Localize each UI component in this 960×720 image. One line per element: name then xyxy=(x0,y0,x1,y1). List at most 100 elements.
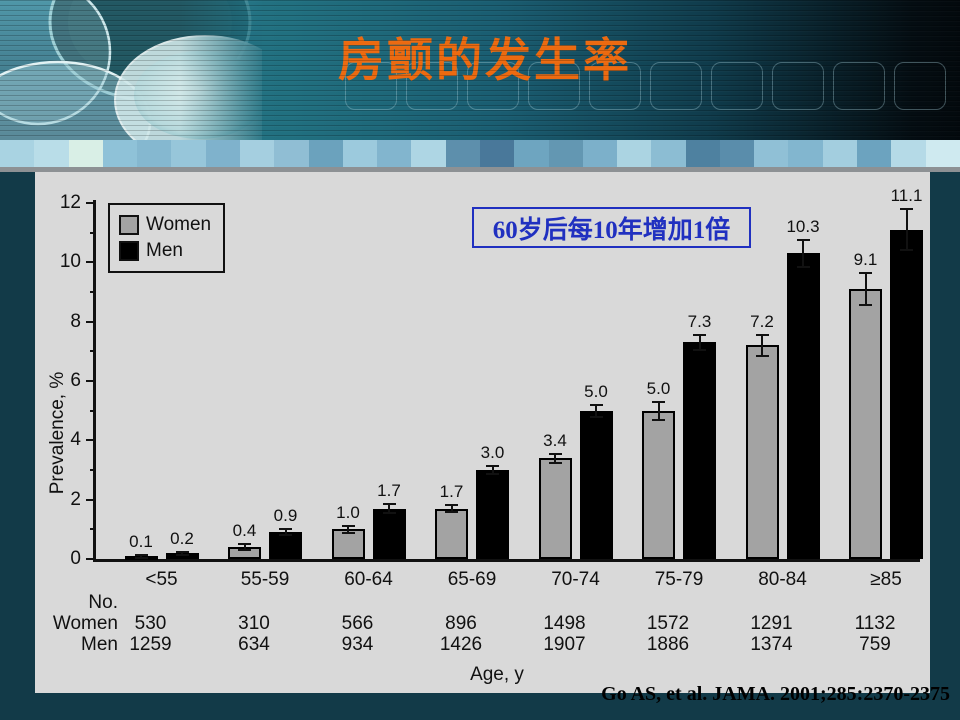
bar-men xyxy=(476,469,509,559)
decorative-square xyxy=(589,62,641,110)
y-tick-label: 8 xyxy=(70,310,81,332)
counts-row-label: Men xyxy=(81,634,118,655)
error-bar-cap xyxy=(548,461,562,464)
y-major-tick xyxy=(86,261,96,264)
error-bar-line xyxy=(905,208,908,251)
mosaic-cell xyxy=(308,140,343,167)
bar-women xyxy=(435,508,468,559)
mosaic-cell xyxy=(479,140,515,167)
y-major-tick xyxy=(86,379,96,382)
legend-entry-women: Women xyxy=(119,212,211,238)
decorative-squares xyxy=(345,62,955,110)
error-bar-cap xyxy=(238,549,251,552)
count-cell: 1374 xyxy=(750,634,793,655)
bar-women xyxy=(849,289,882,559)
y-major-tick xyxy=(86,320,96,323)
bar-men xyxy=(786,253,820,559)
decorative-square xyxy=(528,62,580,110)
count-cell: 634 xyxy=(238,634,270,655)
value-label: 3.0 xyxy=(480,442,505,462)
mosaic-cell xyxy=(274,140,309,167)
value-label: 0.1 xyxy=(129,531,153,551)
mosaic-cell xyxy=(445,140,480,167)
y-tick-label: 10 xyxy=(59,251,81,273)
mosaic-cell xyxy=(205,140,240,167)
y-minor-tick xyxy=(90,350,96,353)
value-label: 1.0 xyxy=(336,502,360,522)
error-bar-line xyxy=(657,401,660,420)
mosaic-cell xyxy=(342,140,378,167)
mosaic-cell xyxy=(651,140,686,167)
decorative-square xyxy=(650,62,702,110)
count-cell: 530 xyxy=(134,613,167,634)
y-tick-label: 2 xyxy=(70,488,81,510)
mosaic-cell xyxy=(891,140,926,167)
counts-row-label: Women xyxy=(52,613,118,634)
error-bar-cap xyxy=(486,464,499,467)
error-bar-line xyxy=(388,504,390,513)
mosaic-cell xyxy=(102,140,138,167)
y-minor-tick xyxy=(90,468,96,471)
count-cell: 1291 xyxy=(750,613,793,634)
error-bar-line xyxy=(761,334,763,356)
error-bar-line xyxy=(554,453,556,463)
bar-women xyxy=(642,410,675,559)
y-minor-tick xyxy=(90,528,96,531)
x-axis-line xyxy=(96,559,920,562)
value-label: 5.0 xyxy=(646,378,671,398)
chart-legend: Women Men xyxy=(108,203,226,273)
mosaic-cell xyxy=(171,140,206,167)
error-bar-cap xyxy=(175,550,189,553)
error-bar-cap xyxy=(341,524,355,527)
count-cell: 1132 xyxy=(854,613,896,634)
error-bar-cap xyxy=(652,400,665,403)
y-tick-label: 6 xyxy=(70,369,81,391)
error-bar-cap xyxy=(238,543,251,546)
annotation-box: 60岁后每10年增加1倍 xyxy=(472,207,751,248)
citation: Go AS, et al. JAMA. 2001;285:2370-2375 xyxy=(601,683,950,705)
y-major-tick xyxy=(86,498,96,501)
y-major-tick xyxy=(86,201,96,204)
error-bar-cap xyxy=(382,512,396,514)
error-bar-cap xyxy=(341,531,355,534)
error-bar-cap xyxy=(134,556,148,559)
error-bar-cap xyxy=(279,528,292,531)
error-bar-cap xyxy=(900,207,913,210)
decorative-square xyxy=(467,62,519,110)
women-swatch-icon xyxy=(119,215,139,235)
photo-fade xyxy=(180,0,262,140)
category-label: 75-79 xyxy=(654,569,704,590)
value-label: 7.3 xyxy=(687,311,712,331)
error-bar-line xyxy=(243,544,246,551)
count-cell: 1498 xyxy=(543,613,586,634)
men-swatch-icon xyxy=(119,241,139,261)
error-bar-line xyxy=(864,272,867,306)
error-bar-cap xyxy=(445,511,458,514)
error-bar-line xyxy=(284,529,287,536)
count-cell: 566 xyxy=(341,613,374,634)
error-bar-line xyxy=(491,465,494,475)
value-label: 3.4 xyxy=(543,430,567,450)
y-major-tick xyxy=(86,558,96,560)
bar-men xyxy=(890,229,923,559)
decorative-square xyxy=(345,62,397,110)
mosaic-cell xyxy=(411,140,446,167)
value-label: 1.7 xyxy=(377,481,401,501)
mosaic-strip xyxy=(0,140,960,167)
value-label: 7.2 xyxy=(750,311,774,331)
mosaic-cell xyxy=(137,140,172,167)
mosaic-cell xyxy=(788,140,823,167)
value-label: 11.1 xyxy=(890,185,923,205)
value-label: 5.0 xyxy=(584,381,608,401)
error-bar-cap xyxy=(652,418,665,421)
error-bar-line xyxy=(140,554,142,558)
bar-men xyxy=(579,410,613,559)
category-label: <55 xyxy=(145,569,178,590)
mosaic-cell xyxy=(68,140,103,167)
error-bar-cap xyxy=(796,265,810,268)
error-bar-line xyxy=(802,240,804,267)
count-cell: 934 xyxy=(341,634,374,655)
divider-line xyxy=(0,167,960,172)
y-tick-label: 4 xyxy=(70,429,81,451)
